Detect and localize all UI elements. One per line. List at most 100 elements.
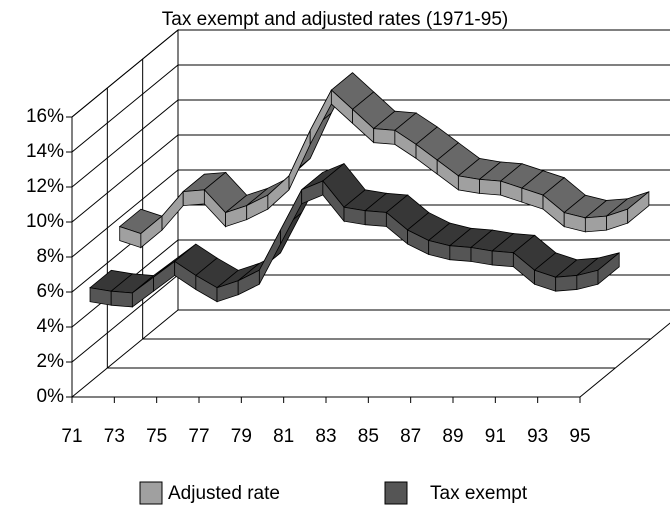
- ribbon-front: [258, 229, 281, 285]
- ribbon-segment: [563, 194, 608, 233]
- ribbon-top-shade: [606, 191, 649, 217]
- ribbon-top-shade: [225, 188, 268, 213]
- ribbon-segment: [110, 273, 155, 308]
- ribbon-top-shade: [204, 172, 247, 213]
- y-tick-label: 6%: [37, 281, 65, 302]
- ribbon-segment: [491, 233, 536, 268]
- x-tick-label: 85: [358, 426, 379, 447]
- ribbon-segment: [322, 162, 366, 223]
- ribbon-segment: [521, 170, 566, 210]
- ribbon-top-shade: [174, 244, 218, 276]
- ribbon-segment: [258, 212, 303, 285]
- ribbon-top-shade: [449, 228, 493, 248]
- ribbon-top-shade: [322, 163, 366, 208]
- x-tick-label: 83: [315, 426, 336, 447]
- ribbon-front: [555, 275, 578, 292]
- ribbon-front: [479, 178, 502, 196]
- ribbon-segment: [576, 252, 620, 290]
- ribbon-top-shade: [407, 212, 450, 241]
- ribbon-segment: [174, 243, 218, 291]
- y-tick-label: 16%: [26, 106, 64, 127]
- x-tick-label: 91: [485, 426, 506, 447]
- ribbon-segment: [195, 257, 239, 303]
- ribbon-front: [161, 190, 184, 232]
- ribbon-top-shade: [195, 258, 239, 288]
- y-tick-label: 8%: [37, 246, 65, 267]
- ribbon-segment: [448, 227, 494, 262]
- grid-line: [71, 134, 670, 223]
- ribbon-top-shade: [576, 252, 620, 276]
- ribbon-top-shade: [365, 193, 408, 213]
- legend-swatch: [384, 481, 408, 505]
- ribbon-segment: [364, 192, 409, 227]
- ribbon-segment: [181, 171, 227, 207]
- ribbon-top-shade: [471, 230, 514, 251]
- ribbon-front: [89, 287, 112, 306]
- x-tick-label: 93: [527, 426, 548, 447]
- ribbon-top-shade: [111, 273, 154, 293]
- ribbon-top-shade: [492, 233, 535, 253]
- ribbon-segment: [301, 163, 345, 205]
- legend-label: Tax exempt: [430, 483, 528, 504]
- ribbon-front: [457, 175, 480, 194]
- ribbon-front: [449, 245, 472, 262]
- ribbon-front: [491, 250, 514, 268]
- y-tick-label: 2%: [37, 351, 65, 372]
- grid-line: [71, 64, 670, 153]
- ribbon-top-shade: [373, 111, 417, 131]
- ribbon-top-shade: [183, 172, 226, 192]
- ribbon-top-shade: [217, 263, 260, 288]
- legend-label: Adjusted rate: [168, 483, 280, 504]
- x-tick-label: 73: [104, 426, 125, 447]
- ribbon-end: [627, 190, 650, 224]
- ribbon-front: [584, 215, 607, 233]
- ribbon-segment: [415, 126, 460, 175]
- x-tick-label: 77: [188, 426, 209, 447]
- ribbon-front: [343, 206, 366, 226]
- ribbon-front: [373, 128, 396, 145]
- chart-title: Tax exempt and adjusted rates (1971-95): [162, 9, 508, 30]
- x-tick-label: 79: [231, 426, 252, 447]
- ribbon-segment: [343, 189, 388, 226]
- y-tick-label: 4%: [37, 316, 65, 337]
- x-tick-label: 75: [146, 426, 167, 447]
- ribbon-end: [597, 251, 620, 286]
- y-tick-label: 0%: [37, 386, 65, 407]
- x-tick-label: 71: [61, 426, 82, 447]
- x-tick-label: 81: [273, 426, 294, 447]
- ribbon-segment: [470, 229, 515, 266]
- ribbon-top-shade: [90, 270, 133, 292]
- ribbon-top-shade: [394, 112, 438, 145]
- y-tick-label: 12%: [26, 176, 64, 197]
- ribbon-top-shade: [534, 252, 577, 278]
- series-ribbon: [89, 162, 620, 308]
- ribbon-top-shade: [564, 195, 607, 218]
- ribbon-front: [470, 246, 493, 266]
- ribbon-segment: [394, 112, 438, 160]
- ribbon-top-shade: [521, 170, 565, 196]
- ribbon-top-shade: [246, 177, 290, 206]
- ribbon-top-shade: [301, 163, 345, 190]
- ribbon-segment: [246, 177, 290, 221]
- y-tick-label: 10%: [26, 211, 64, 232]
- ribbon-front: [364, 210, 387, 227]
- ribbon-segment: [89, 269, 134, 306]
- ribbon-top-shade: [585, 198, 628, 218]
- ribbon-top-shade: [500, 163, 544, 189]
- series-ribbon: [118, 72, 650, 249]
- ribbon-segment: [606, 191, 650, 231]
- x-tick-label: 89: [442, 426, 463, 447]
- ribbon-top-shade: [555, 258, 599, 278]
- ribbon-segment: [478, 161, 523, 196]
- ribbon-segment: [118, 208, 163, 249]
- ribbon-segment: [533, 252, 578, 292]
- x-tick-label: 95: [569, 426, 590, 447]
- grid-line: [71, 29, 670, 118]
- ribbon-front: [110, 290, 133, 308]
- ribbon-top-shade: [119, 209, 163, 234]
- grid-line: [71, 99, 670, 188]
- ribbon-front: [182, 189, 205, 207]
- ribbon-top-shade: [458, 158, 501, 180]
- ribbon-segment: [216, 262, 260, 303]
